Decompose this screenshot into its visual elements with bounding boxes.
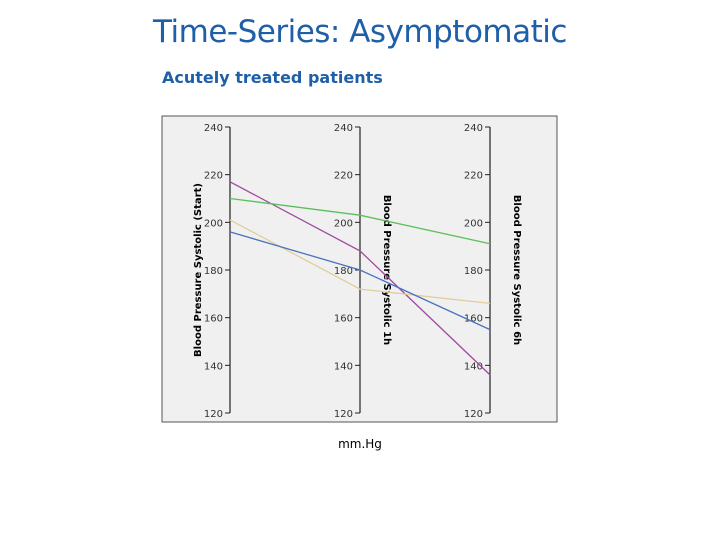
series-line-4 bbox=[229, 231, 491, 331]
tick-label: 180 bbox=[334, 266, 353, 277]
series-line-3 bbox=[229, 219, 491, 305]
tick-label: 220 bbox=[464, 171, 483, 182]
tick-label: 140 bbox=[334, 361, 353, 372]
axis-label-1: Blood Pressure Systolic (Start) bbox=[193, 183, 204, 357]
tick-label: 220 bbox=[334, 171, 353, 182]
x-axis-label: mm.Hg bbox=[338, 437, 382, 451]
axis-label-3: Blood Pressure Systolic 6h bbox=[511, 195, 522, 345]
tick-label: 240 bbox=[334, 123, 353, 134]
tick-label: 180 bbox=[204, 266, 223, 277]
tick-label: 240 bbox=[204, 123, 223, 134]
page-subtitle: Acutely treated patients bbox=[162, 68, 383, 87]
tick-label: 160 bbox=[334, 314, 353, 325]
tick-label: 200 bbox=[334, 218, 353, 229]
tick-label: 120 bbox=[204, 409, 223, 420]
tick-label: 200 bbox=[204, 218, 223, 229]
tick-label: 240 bbox=[464, 123, 483, 134]
tick-label: 140 bbox=[464, 361, 483, 372]
tick-label: 160 bbox=[204, 314, 223, 325]
series-line-2 bbox=[229, 197, 491, 245]
tick-label: 180 bbox=[464, 266, 483, 277]
tick-label: 120 bbox=[334, 409, 353, 420]
tick-label: 200 bbox=[464, 218, 483, 229]
page-title: Time-Series: Asymptomatic bbox=[153, 14, 567, 50]
tick-label: 120 bbox=[464, 409, 483, 420]
tick-label: 220 bbox=[204, 171, 223, 182]
tick-label: 160 bbox=[464, 314, 483, 325]
axis-label-2: Blood Pressure Systolic 1h bbox=[381, 195, 392, 345]
tick-label: 140 bbox=[204, 361, 223, 372]
series-line-1 bbox=[229, 181, 491, 376]
